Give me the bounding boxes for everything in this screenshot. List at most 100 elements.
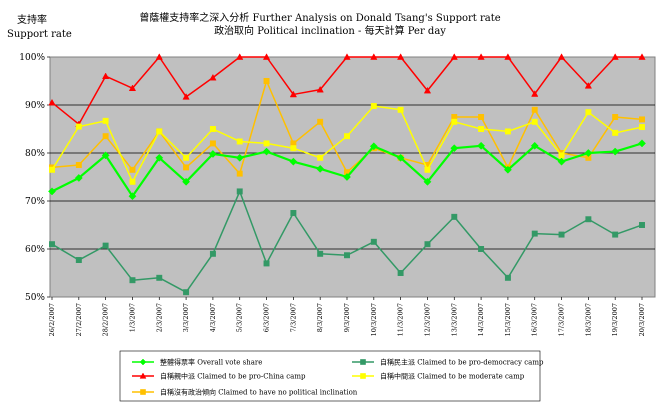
data-point xyxy=(478,114,485,120)
data-point xyxy=(209,250,216,257)
data-point xyxy=(208,150,217,158)
data-point xyxy=(558,152,565,159)
data-point xyxy=(450,144,459,153)
data-point xyxy=(612,129,619,136)
x-tick-label: 12/3/2007 xyxy=(423,303,431,336)
data-point xyxy=(236,53,244,60)
data-point xyxy=(423,177,432,186)
data-point xyxy=(155,53,163,60)
x-tick-label: 18/3/2007 xyxy=(584,303,592,336)
data-point xyxy=(344,252,350,259)
data-point xyxy=(317,154,324,161)
data-point xyxy=(182,93,190,100)
data-point xyxy=(397,270,404,276)
data-point xyxy=(316,164,325,173)
data-point xyxy=(638,53,646,60)
x-tick-label: 8/3/2007 xyxy=(316,303,324,332)
y-tick-label: 100% xyxy=(19,53,45,63)
y-tick-label: 50% xyxy=(25,293,45,303)
y-axis-label-en: Support rate xyxy=(7,29,72,40)
data-point xyxy=(370,102,377,109)
data-point xyxy=(343,53,351,60)
data-point xyxy=(49,241,55,248)
data-point xyxy=(140,389,146,395)
data-point xyxy=(182,177,191,186)
series-group xyxy=(48,53,646,296)
x-tick-label: 13/3/2007 xyxy=(450,303,458,336)
legend-label: 整體得票率 Overall vote share xyxy=(160,358,262,367)
data-point xyxy=(639,124,645,131)
data-point xyxy=(128,192,137,201)
x-tick-label: 4/3/2007 xyxy=(209,303,217,332)
data-point xyxy=(317,118,324,125)
data-point xyxy=(75,162,82,168)
data-point xyxy=(531,230,538,237)
data-point xyxy=(209,140,216,147)
y-tick-label: 70% xyxy=(25,197,45,207)
x-tick-label: 6/3/2007 xyxy=(263,303,271,332)
data-point xyxy=(639,116,645,123)
x-tick-label: 3/3/2007 xyxy=(182,303,190,332)
x-tick-label: 17/3/2007 xyxy=(558,303,566,336)
x-tick-label: 26/2/2007 xyxy=(48,303,56,336)
legend-item: 自稱親中派 Claimed to be pro-China camp xyxy=(132,372,306,381)
data-point xyxy=(183,289,190,296)
data-point xyxy=(612,114,619,120)
legend-box xyxy=(119,350,541,402)
x-tick-label: 28/2/2007 xyxy=(102,303,110,336)
x-tick-label: 14/3/2007 xyxy=(477,303,485,336)
plot-area xyxy=(49,56,656,298)
y-tick-label: 90% xyxy=(25,101,45,111)
data-point xyxy=(396,153,405,162)
y-axis-ticks: 50% 60% 70% 80% 90% 100% xyxy=(19,53,50,303)
x-tick-label: 11/3/2007 xyxy=(397,303,405,336)
data-point xyxy=(290,145,297,152)
data-point xyxy=(451,213,458,220)
data-point xyxy=(397,53,405,60)
data-point xyxy=(504,128,511,135)
data-point xyxy=(102,72,110,80)
x-tick-label: 2/3/2007 xyxy=(155,303,163,332)
data-point xyxy=(289,157,298,166)
data-point xyxy=(477,53,485,60)
data-point xyxy=(557,53,566,60)
x-tick-label: 7/3/2007 xyxy=(289,303,297,332)
x-tick-label: 19/3/2007 xyxy=(611,303,619,336)
data-point xyxy=(557,157,566,166)
data-point xyxy=(156,128,163,135)
chart-subtitle: 政治取向 Political inclination - 每天計算 Per da… xyxy=(214,24,446,37)
y-tick-label: 60% xyxy=(25,245,45,255)
data-point xyxy=(263,260,270,267)
data-point xyxy=(612,231,619,238)
x-tick-label: 9/3/2007 xyxy=(343,303,351,332)
x-tick-label: 20/3/2007 xyxy=(638,303,646,336)
y-tick-label: 80% xyxy=(25,149,45,159)
data-point xyxy=(209,73,217,81)
data-point xyxy=(531,106,538,113)
data-point xyxy=(102,117,109,124)
data-point xyxy=(263,78,270,84)
data-point xyxy=(262,147,271,156)
data-point xyxy=(129,166,136,173)
data-point xyxy=(139,358,147,366)
data-point xyxy=(504,53,512,60)
legend-label: 自稱中間派 Claimed to be moderate camp xyxy=(380,372,525,381)
data-point xyxy=(343,173,351,181)
data-point xyxy=(611,147,620,156)
data-point xyxy=(477,141,486,150)
data-point xyxy=(424,241,431,248)
data-point xyxy=(360,373,366,379)
data-point xyxy=(369,142,378,151)
y-axis-label-zh: 支持率 xyxy=(17,13,47,26)
data-point xyxy=(183,164,190,171)
data-point xyxy=(129,178,136,185)
data-point xyxy=(290,210,297,216)
legend-label: 自稱民主派 Claimed to be pro-democracy camp xyxy=(380,358,544,367)
data-point xyxy=(49,166,55,173)
data-point xyxy=(503,165,512,174)
legend: 整體得票率 Overall vote share 自稱民主派 Claimed to… xyxy=(132,358,544,397)
data-point xyxy=(611,53,619,60)
legend-item: 自稱沒有政治傾向 Claimed to have no political in… xyxy=(132,388,358,397)
series xyxy=(49,188,645,296)
